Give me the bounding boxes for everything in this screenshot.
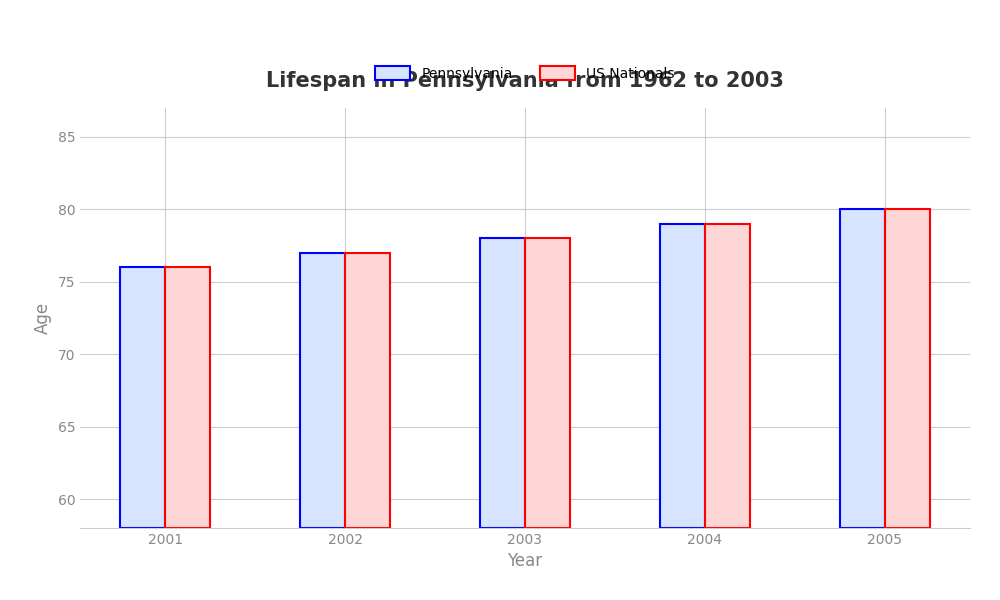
Bar bbox=[660, 224, 705, 528]
Y-axis label: Age: Age bbox=[34, 302, 52, 334]
Bar bbox=[345, 253, 390, 528]
Bar bbox=[120, 268, 165, 528]
Bar bbox=[705, 224, 750, 528]
Bar bbox=[885, 209, 930, 528]
Title: Lifespan in Pennsylvania from 1962 to 2003: Lifespan in Pennsylvania from 1962 to 20… bbox=[266, 71, 784, 91]
X-axis label: Year: Year bbox=[507, 553, 543, 571]
Bar bbox=[525, 238, 570, 528]
Legend: Pennsylvania, US Nationals: Pennsylvania, US Nationals bbox=[370, 61, 680, 86]
Bar bbox=[480, 238, 525, 528]
Bar bbox=[840, 209, 885, 528]
Bar bbox=[165, 268, 210, 528]
Bar bbox=[300, 253, 345, 528]
